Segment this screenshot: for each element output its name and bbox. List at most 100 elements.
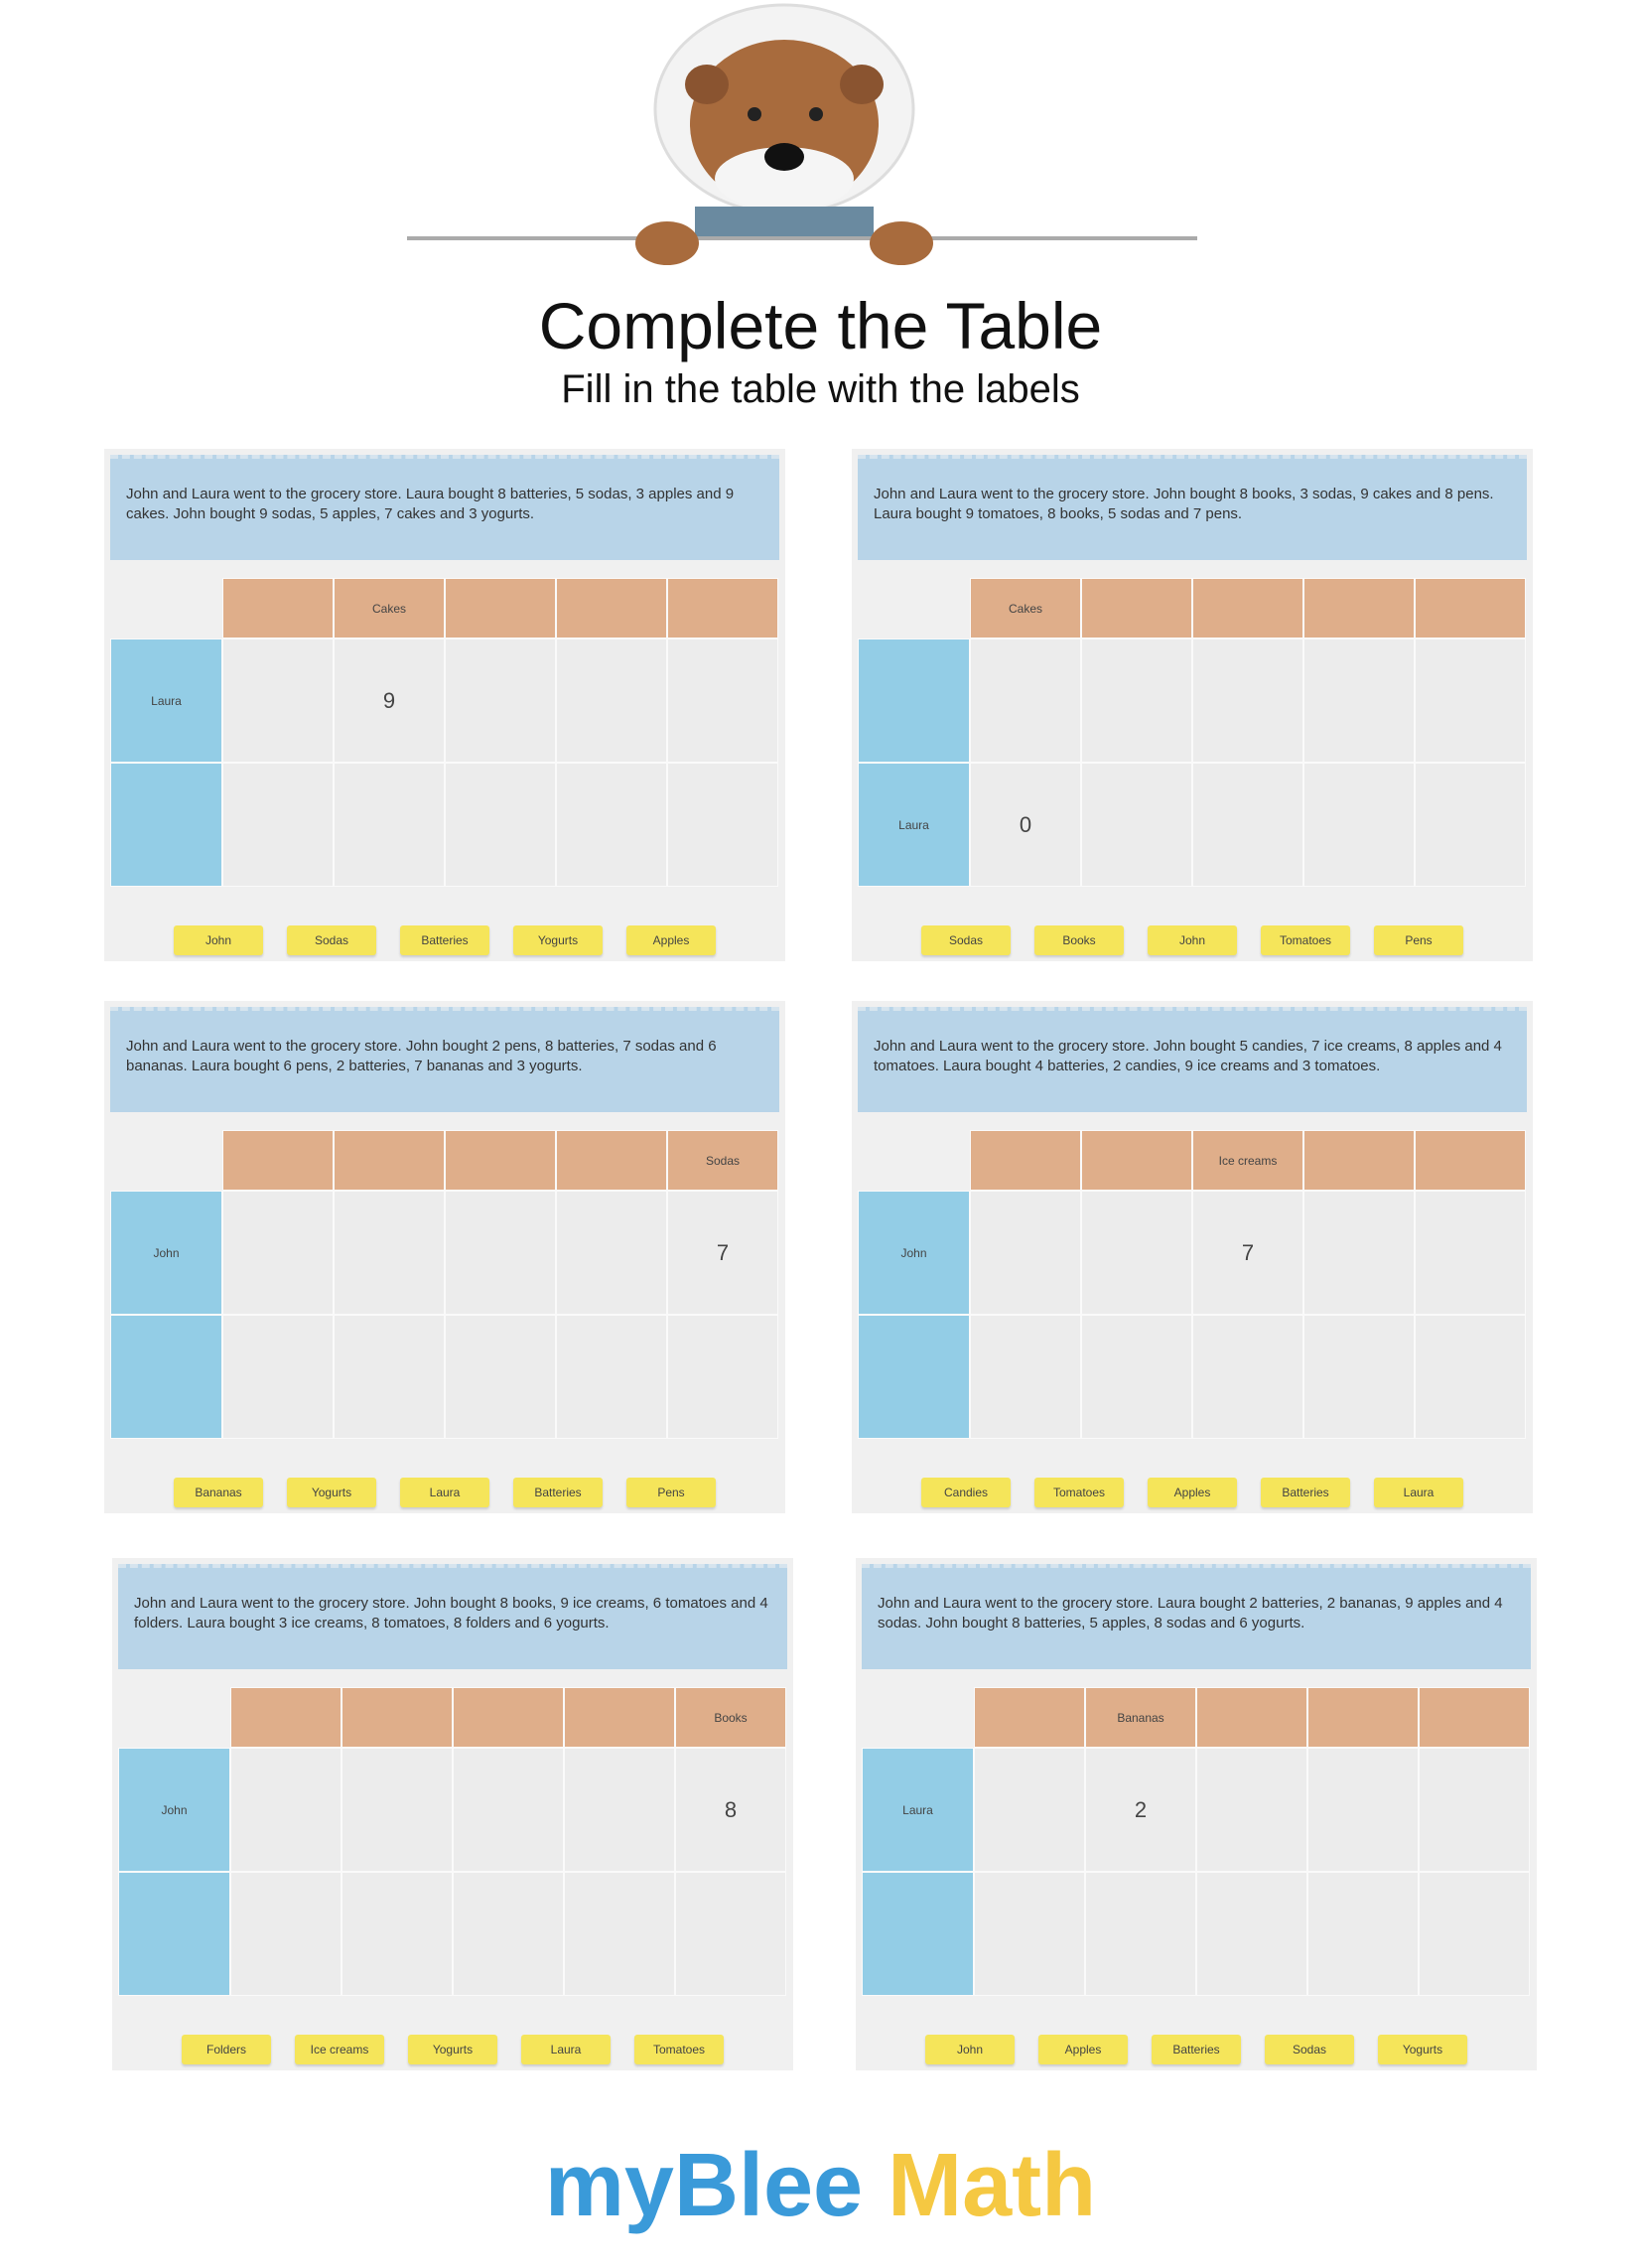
- cell: [445, 763, 556, 887]
- column-header: [1415, 578, 1526, 638]
- label-button[interactable]: Yogurts: [287, 1478, 376, 1507]
- row-header: [118, 1872, 230, 1996]
- story: John and Laura went to the grocery store…: [862, 1564, 1531, 1669]
- cell: [222, 638, 334, 763]
- cell: [1085, 1872, 1196, 1996]
- label-button[interactable]: Sodas: [921, 925, 1011, 955]
- column-header: [1419, 1687, 1530, 1748]
- column-header: [445, 1130, 556, 1191]
- cell: 9: [334, 638, 445, 763]
- label-button[interactable]: Batteries: [513, 1478, 603, 1507]
- cell: [334, 1191, 445, 1315]
- column-header: [564, 1687, 675, 1748]
- panel: John and Laura went to the grocery store…: [856, 1558, 1537, 2070]
- row-header: John: [858, 1191, 970, 1315]
- column-header: [342, 1687, 453, 1748]
- label-button[interactable]: Tomatoes: [1261, 925, 1350, 955]
- mascot: [407, 3, 1197, 265]
- row-header: John: [110, 1191, 222, 1315]
- column-header: [222, 578, 334, 638]
- cell: [222, 763, 334, 887]
- column-header: Bananas: [1085, 1687, 1196, 1748]
- label-button[interactable]: Yogurts: [513, 925, 603, 955]
- label-button[interactable]: John: [174, 925, 263, 955]
- cell: [222, 1191, 334, 1315]
- column-header: [556, 578, 667, 638]
- label-button[interactable]: Batteries: [1152, 2035, 1241, 2064]
- label-button[interactable]: Yogurts: [408, 2035, 497, 2064]
- cell: [1419, 1748, 1530, 1872]
- label-button[interactable]: Tomatoes: [1034, 1478, 1124, 1507]
- cell: [556, 763, 667, 887]
- label-button[interactable]: Candies: [921, 1478, 1011, 1507]
- cell: [1081, 1191, 1192, 1315]
- column-header: [974, 1687, 1085, 1748]
- cell: [556, 1191, 667, 1315]
- cell: [1303, 1315, 1415, 1439]
- column-header: [556, 1130, 667, 1191]
- row-header: [110, 1315, 222, 1439]
- column-header: [1192, 578, 1303, 638]
- cell: [564, 1748, 675, 1872]
- logo: myBlee Math: [0, 2135, 1641, 2237]
- label-button[interactable]: Yogurts: [1378, 2035, 1467, 2064]
- label-button[interactable]: Books: [1034, 925, 1124, 955]
- cell: [1303, 1191, 1415, 1315]
- label-button[interactable]: Laura: [521, 2035, 611, 2064]
- cell: [1081, 763, 1192, 887]
- cell: [1081, 638, 1192, 763]
- label-button[interactable]: Apples: [1038, 2035, 1128, 2064]
- label-button[interactable]: Laura: [1374, 1478, 1463, 1507]
- row-header: Laura: [862, 1748, 974, 1872]
- panel: John and Laura went to the grocery store…: [104, 449, 785, 961]
- row-header: [862, 1872, 974, 1996]
- column-header: [222, 1130, 334, 1191]
- panel: John and Laura went to the grocery store…: [852, 1001, 1533, 1513]
- column-header: Sodas: [667, 1130, 778, 1191]
- row-header: [858, 638, 970, 763]
- cell: [974, 1748, 1085, 1872]
- column-header: [1303, 1130, 1415, 1191]
- label-button[interactable]: Laura: [400, 1478, 489, 1507]
- cell: [1196, 1872, 1307, 1996]
- label-button[interactable]: Apples: [626, 925, 716, 955]
- cell: [1192, 1315, 1303, 1439]
- cell: [667, 638, 778, 763]
- label-button[interactable]: Sodas: [1265, 2035, 1354, 2064]
- cell: [667, 1315, 778, 1439]
- cell: [1303, 638, 1415, 763]
- label-button[interactable]: Batteries: [1261, 1478, 1350, 1507]
- label-button[interactable]: Pens: [1374, 925, 1463, 955]
- row-header: [110, 763, 222, 887]
- label-button[interactable]: Bananas: [174, 1478, 263, 1507]
- cell: [1419, 1872, 1530, 1996]
- cell: [230, 1748, 342, 1872]
- column-header: [334, 1130, 445, 1191]
- cell: [334, 1315, 445, 1439]
- logo-first: myBlee: [544, 2136, 864, 2235]
- label-button[interactable]: Sodas: [287, 925, 376, 955]
- cell: [970, 638, 1081, 763]
- label-button[interactable]: John: [925, 2035, 1015, 2064]
- cell: [564, 1872, 675, 1996]
- label-button[interactable]: Apples: [1148, 1478, 1237, 1507]
- column-header: [1307, 1687, 1419, 1748]
- label-button[interactable]: Tomatoes: [634, 2035, 724, 2064]
- cell: 8: [675, 1748, 786, 1872]
- row-header: Laura: [110, 638, 222, 763]
- column-header: Ice creams: [1192, 1130, 1303, 1191]
- label-button[interactable]: Ice creams: [295, 2035, 384, 2064]
- column-header: [1303, 578, 1415, 638]
- cell: [970, 1315, 1081, 1439]
- column-header: [230, 1687, 342, 1748]
- cell: [445, 1191, 556, 1315]
- story: John and Laura went to the grocery store…: [858, 1007, 1527, 1112]
- label-button[interactable]: Batteries: [400, 925, 489, 955]
- cell: [556, 638, 667, 763]
- label-button[interactable]: John: [1148, 925, 1237, 955]
- cell: [970, 1191, 1081, 1315]
- column-header: [970, 1130, 1081, 1191]
- label-button[interactable]: Pens: [626, 1478, 716, 1507]
- label-button[interactable]: Folders: [182, 2035, 271, 2064]
